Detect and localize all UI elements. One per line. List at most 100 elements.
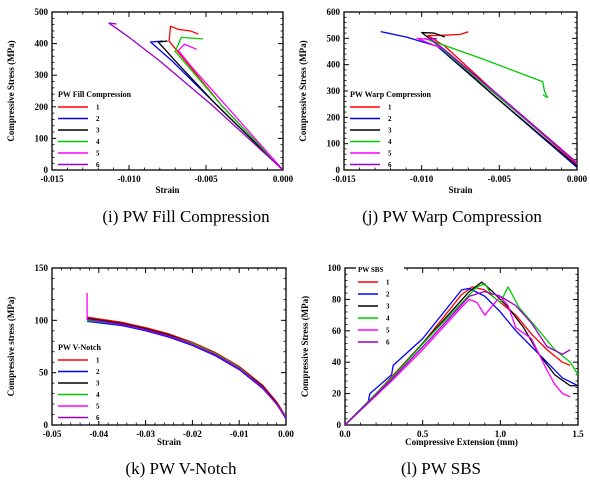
legend-label-2: 2 [386,291,390,299]
legend-label-4: 4 [388,138,392,146]
y-tick-label: 100 [328,263,342,273]
legend-title: PW Fill Compression [58,90,132,99]
x-tick-label: -0.005 [488,174,512,184]
series-line-5 [86,293,286,419]
series-line-4 [87,319,286,418]
series-group [86,293,286,420]
legend-label-4: 4 [96,138,100,146]
legend-background [356,263,404,347]
x-tick-label: -0.05 [43,429,62,439]
x-tick-label: 0.000 [567,174,588,184]
series-line-6 [345,290,571,425]
y-tick-label: 0 [337,420,342,430]
legend-label-3: 3 [96,380,100,388]
y-tick-label: 0 [44,420,49,430]
y-axis-label: Compressive stress (MPa) [6,297,16,397]
legend-label-5: 5 [96,403,100,411]
series-line-6 [87,318,286,419]
x-axis-label: Compressive Extension (mm) [405,437,518,447]
y-tick-label: 150 [35,263,49,273]
series-line-5 [416,37,577,164]
x-tick-label: 1.5 [572,429,584,439]
legend-label-6: 6 [386,339,390,347]
y-tick-label: 20 [332,389,342,399]
plot-frame [51,267,287,426]
y-tick-label: 100 [35,315,49,325]
legend-label-3: 3 [96,127,100,135]
series-line-3 [157,40,283,170]
y-tick-label: 40 [332,357,342,367]
y-axis-label: Compressive Stress (MPa) [298,40,308,141]
legend-label-3: 3 [386,303,390,311]
y-tick-label: 80 [332,294,342,304]
y-tick-label: 400 [327,60,341,70]
legend-label-6: 6 [388,161,392,169]
x-tick-label: 0.00 [278,429,294,439]
legend-label-2: 2 [96,368,100,376]
series-group [108,22,283,170]
legend-label-1: 1 [386,279,390,287]
y-axis-label: Compressive Stress (MPa) [6,40,16,141]
legend-label-5: 5 [96,150,100,158]
series-line-1 [168,25,283,170]
series-line-5 [177,43,283,170]
x-tick-label: 1.0 [495,429,507,439]
y-tick-label: 200 [35,102,49,112]
chart-panel-vnotch: -0.05 -0.04 -0.03 -0.02 -0.01 0.00 0 50 100 150 St… [6,263,294,478]
x-tick-label: -0.010 [117,174,141,184]
legend-title: PW SBS [358,266,383,274]
x-axis-label: Strain [448,185,472,195]
legend: PW Warp Compression 1 2 3 4 5 6 [348,88,431,169]
x-axis-label: Strain [157,437,181,447]
x-tick-label: -0.005 [194,174,218,184]
series-line-3 [421,31,577,167]
y-tick-label: 300 [35,70,49,80]
series-line-2 [87,320,286,420]
y-tick-label: 500 [35,7,49,17]
plot-frame [51,11,284,171]
x-tick-label: 0.0 [339,429,351,439]
legend-label-6: 6 [96,161,100,169]
y-tick-label: 0 [44,165,49,175]
x-tick-label: -0.02 [183,429,202,439]
series-line-6 [108,22,283,170]
legend: PW Fill Compression 1 2 3 4 5 6 [56,88,132,169]
legend-label-4: 4 [386,315,390,323]
series-group [345,281,578,425]
legend: PW V-Notch 1 2 3 4 5 6 [56,341,112,422]
y-tick-label: 300 [327,86,341,96]
chart-panel-sbs: 0.0 0.5 1.0 1.5 0 20 40 60 80 100 Compressive Exte… [300,263,584,478]
legend-label-5: 5 [388,150,392,158]
legend-label-1: 1 [388,104,392,112]
legend-background [56,341,112,421]
legend-label-1: 1 [96,104,100,112]
x-tick-label: -0.015 [40,174,64,184]
x-tick-label: -0.01 [230,429,249,439]
y-tick-label: 60 [332,326,342,336]
series-group [380,31,577,168]
x-tick-label: 0.5 [417,429,429,439]
x-tick-label: -0.015 [332,174,356,184]
y-axis-label: Compressive Stress (MPa) [300,296,310,397]
x-tick-label: -0.03 [136,429,155,439]
legend-label-3: 3 [388,127,392,135]
chart-panel-fill: -0.015 -0.010 -0.005 0.000 0 100 200 300 400 500 S… [6,7,294,226]
y-tick-label: 0 [336,165,341,175]
y-tick-label: 100 [327,139,341,149]
y-tick-label: 400 [35,39,49,49]
panel-caption: (k) PW V-Notch [125,459,237,478]
legend-background [56,88,128,164]
x-axis-label: Strain [155,185,179,195]
series-line-3 [87,317,286,419]
panel-caption: (l) PW SBS [401,459,481,478]
legend-label-5: 5 [386,327,390,335]
legend-label-4: 4 [96,391,100,399]
legend-label-2: 2 [388,115,392,123]
panel-caption: (i) PW Fill Compression [102,207,270,226]
legend-label-2: 2 [96,115,100,123]
series-line-4 [424,37,577,164]
x-tick-label: -0.04 [89,429,108,439]
legend-label-6: 6 [96,414,100,422]
